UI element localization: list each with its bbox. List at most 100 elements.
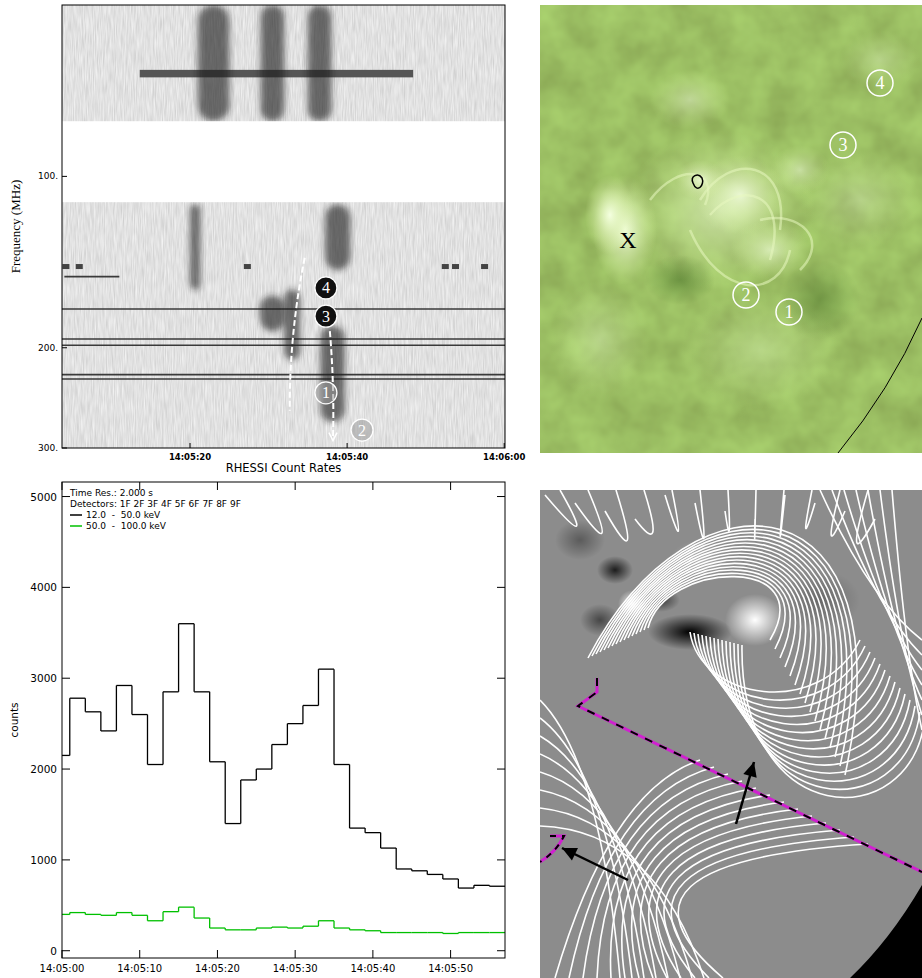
step-connector bbox=[131, 685, 132, 714]
y-tick-label: 5000 bbox=[30, 491, 57, 503]
annotation-label: 2 bbox=[358, 422, 366, 439]
field-line bbox=[698, 634, 870, 708]
image-background bbox=[540, 5, 922, 453]
x-tick bbox=[295, 482, 296, 490]
field-line bbox=[671, 837, 854, 978]
x-tick bbox=[190, 443, 191, 448]
histogram-step bbox=[474, 885, 490, 886]
step-connector bbox=[333, 921, 334, 928]
annotation-label: 4 bbox=[322, 279, 330, 296]
field-line bbox=[540, 700, 620, 978]
histogram-step bbox=[334, 927, 350, 928]
histogram-step bbox=[412, 932, 428, 933]
annotation-circle bbox=[351, 419, 373, 441]
histogram-step bbox=[62, 755, 70, 756]
histogram-step bbox=[101, 915, 117, 916]
burst bbox=[325, 204, 350, 270]
x-tick bbox=[372, 482, 373, 490]
x-tick bbox=[139, 950, 140, 958]
region-label: 4 bbox=[876, 73, 885, 93]
histogram-step bbox=[116, 912, 132, 913]
y-tick bbox=[497, 496, 505, 497]
step-connector bbox=[131, 913, 132, 916]
x-tick bbox=[62, 482, 63, 490]
step-connector bbox=[178, 907, 179, 912]
step-connector bbox=[100, 712, 101, 731]
x-tick-label: 14:05:20 bbox=[195, 963, 240, 974]
y-tick bbox=[497, 678, 505, 679]
field-line bbox=[600, 536, 842, 748]
histogram-step bbox=[179, 906, 195, 907]
field-line bbox=[604, 540, 836, 739]
histogram-step bbox=[194, 917, 210, 918]
legend-note: Time Res.: 2.000 s bbox=[69, 488, 153, 498]
label-circle bbox=[776, 299, 802, 325]
step-connector bbox=[349, 928, 350, 930]
step-connector bbox=[162, 692, 163, 765]
field-line bbox=[806, 490, 815, 529]
region-label: 2 bbox=[742, 285, 751, 305]
field-line bbox=[742, 645, 922, 797]
x-tick bbox=[450, 482, 451, 490]
histogram-step bbox=[225, 929, 241, 930]
x-tick-label: 14:05:10 bbox=[117, 963, 162, 974]
step-connector bbox=[333, 669, 334, 764]
x-tick-label: 14:05:50 bbox=[428, 963, 473, 974]
histogram-step bbox=[272, 926, 288, 927]
field-line bbox=[714, 638, 890, 741]
x-tick-label: 14:05:40 bbox=[350, 963, 395, 974]
histogram-step bbox=[427, 874, 443, 875]
histogram-step bbox=[132, 915, 148, 916]
step-connector bbox=[147, 715, 148, 765]
field-line bbox=[725, 490, 729, 531]
step-connector bbox=[162, 912, 163, 921]
histogram-step bbox=[210, 761, 226, 762]
arrow-head bbox=[743, 762, 756, 778]
field-line bbox=[780, 490, 785, 536]
y-tick bbox=[62, 347, 67, 348]
x-tick-label: 14:05:00 bbox=[40, 963, 85, 974]
step-connector bbox=[318, 669, 319, 705]
y-tick bbox=[62, 496, 70, 497]
field-line bbox=[597, 781, 742, 978]
field-line bbox=[695, 490, 704, 539]
y-tick-label: 200. bbox=[38, 343, 58, 353]
arrow-shaft bbox=[562, 848, 628, 880]
frame bbox=[62, 482, 505, 958]
histogram-step bbox=[318, 668, 334, 669]
burst bbox=[198, 5, 229, 121]
histogram-step bbox=[241, 929, 257, 930]
field-line bbox=[575, 490, 602, 534]
blip bbox=[452, 264, 459, 269]
x-tick bbox=[295, 950, 296, 958]
field-line bbox=[702, 635, 875, 716]
step-connector bbox=[193, 624, 194, 692]
x-tick bbox=[217, 950, 218, 958]
step-connector bbox=[396, 848, 397, 869]
contour bbox=[692, 175, 702, 188]
field-line bbox=[880, 490, 922, 715]
spectrogram-plot bbox=[62, 5, 505, 448]
histogram-step bbox=[365, 930, 381, 931]
emission-region bbox=[800, 150, 920, 250]
euv-image bbox=[540, 5, 922, 453]
blip bbox=[76, 264, 83, 269]
y-tick-label: 0 bbox=[50, 945, 57, 957]
interference-line bbox=[64, 276, 119, 278]
blip bbox=[244, 264, 251, 269]
y-axis-title: counts bbox=[8, 702, 20, 737]
field-line bbox=[738, 644, 920, 789]
separatrix bbox=[578, 678, 922, 872]
step-connector bbox=[287, 926, 288, 928]
label-circle bbox=[830, 132, 856, 158]
legend-swatch bbox=[70, 514, 82, 516]
histogram-step bbox=[147, 920, 163, 921]
step-connector bbox=[69, 698, 70, 755]
coronal-loop bbox=[690, 230, 790, 285]
histogram-step bbox=[350, 929, 366, 930]
histogram-step bbox=[458, 887, 474, 888]
step-connector bbox=[442, 874, 443, 879]
histogram-step bbox=[303, 926, 319, 927]
field-line bbox=[718, 639, 895, 749]
histogram-step bbox=[147, 764, 163, 765]
